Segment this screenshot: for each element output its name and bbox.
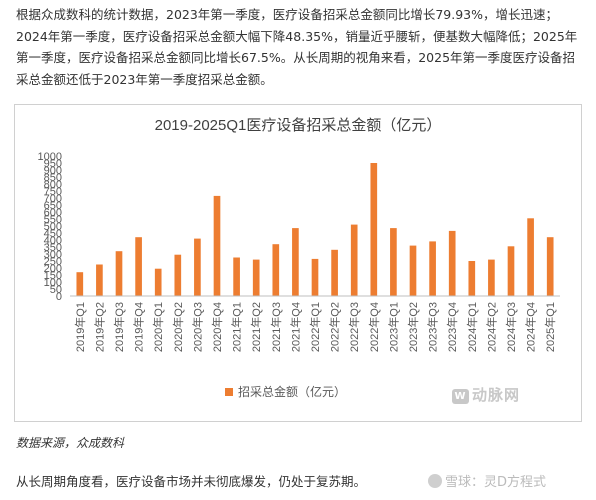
y-tick-label: 200 bbox=[44, 263, 62, 275]
y-tick-label: 550 bbox=[44, 214, 62, 226]
x-tick-label: 2024年Q2 bbox=[484, 302, 498, 352]
bar bbox=[292, 228, 299, 296]
x-tick-label: 2022年Q4 bbox=[367, 302, 381, 352]
y-tick-label: 450 bbox=[44, 228, 62, 240]
x-tick-label: 2019年Q2 bbox=[92, 302, 106, 352]
bar bbox=[507, 246, 515, 296]
y-tick-label: 250 bbox=[44, 256, 62, 268]
x-tick-label: 2020年Q4 bbox=[210, 302, 224, 352]
x-tick-label: 2023年Q4 bbox=[445, 302, 459, 352]
bar-chart: 2019-2025Q1医疗设备招采总金额（亿元） 050100150200250… bbox=[38, 117, 560, 399]
bar bbox=[527, 218, 534, 296]
watermark-xueqiu: 雪球：灵D方程式 bbox=[428, 471, 546, 490]
x-tick-label: 2021年Q1 bbox=[230, 302, 244, 352]
y-tick-label: 600 bbox=[44, 207, 62, 219]
watermark-xueqiu-text: 雪球：灵D方程式 bbox=[445, 475, 547, 490]
x-tick-label: 2025年Q1 bbox=[543, 302, 557, 352]
legend: 招采总金额（亿元） bbox=[225, 384, 346, 399]
watermark-badge-icon: W bbox=[452, 389, 469, 404]
y-tick-label: 900 bbox=[44, 165, 62, 177]
x-tick-label: 2023年Q1 bbox=[386, 302, 400, 352]
x-tick-label: 2019年Q3 bbox=[112, 302, 126, 352]
x-axis: 2019年Q1 2019年Q2 2019年Q3 2019年Q4 2020年Q1 2020年… bbox=[70, 295, 560, 352]
y-tick-label: 300 bbox=[44, 249, 62, 261]
bar bbox=[252, 259, 260, 296]
x-tick-label: 2019年Q4 bbox=[132, 302, 146, 352]
bar bbox=[96, 264, 103, 296]
x-tick-label: 2024年Q1 bbox=[465, 302, 479, 352]
bar bbox=[194, 238, 201, 296]
x-tick-label: 2023年Q3 bbox=[426, 302, 440, 352]
y-tick-label: 400 bbox=[44, 235, 62, 247]
y-tick-label: 800 bbox=[44, 179, 62, 191]
data-source: 数据来源，众成数科 bbox=[16, 436, 125, 450]
bar bbox=[468, 261, 476, 296]
watermark-dongmai: W 动脉网 bbox=[452, 384, 520, 405]
y-tick-label: 750 bbox=[44, 186, 62, 198]
x-tick-label: 2021年Q4 bbox=[288, 302, 302, 352]
bar bbox=[448, 230, 456, 296]
bar bbox=[233, 257, 240, 296]
bar bbox=[272, 244, 280, 296]
bar bbox=[409, 245, 417, 296]
legend-label: 招采总金额（亿元） bbox=[238, 384, 346, 399]
bar bbox=[311, 258, 319, 296]
x-tick-label: 2020年Q3 bbox=[190, 302, 204, 352]
bar bbox=[350, 224, 358, 296]
y-tick-label: 50 bbox=[50, 284, 62, 296]
y-tick-label: 500 bbox=[44, 221, 62, 233]
x-tick-label: 2020年Q1 bbox=[151, 302, 165, 352]
bar bbox=[76, 272, 84, 296]
y-tick-label: 1000 bbox=[38, 151, 62, 163]
y-tick-label: 950 bbox=[44, 158, 62, 170]
bar bbox=[546, 237, 554, 296]
x-tick-label: 2022年Q1 bbox=[308, 302, 322, 352]
bar bbox=[135, 237, 142, 296]
bar bbox=[115, 251, 123, 296]
x-tick-label: 2022年Q3 bbox=[347, 302, 361, 352]
closing-paragraph: 从长周期角度看，医疗设备市场并未彻底爆发，仍处于复苏期。 bbox=[16, 474, 367, 489]
x-tick-label: 2022年Q2 bbox=[328, 302, 342, 352]
y-tick-label: 150 bbox=[44, 270, 62, 282]
x-tick-label: 2020年Q2 bbox=[171, 302, 185, 352]
chart-title: 2019-2025Q1医疗设备招采总金额（亿元） bbox=[155, 117, 442, 134]
bars bbox=[76, 163, 554, 296]
snowball-icon bbox=[428, 474, 442, 488]
bar bbox=[370, 163, 378, 296]
x-tick-label: 2019年Q1 bbox=[73, 302, 87, 352]
y-tick-label: 650 bbox=[44, 200, 62, 212]
bar bbox=[174, 254, 182, 296]
bar bbox=[331, 249, 338, 296]
bar bbox=[488, 259, 495, 296]
y-tick-label: 700 bbox=[44, 193, 62, 205]
x-tick-label: 2021年Q2 bbox=[249, 302, 263, 352]
x-tick-label: 2023年Q2 bbox=[406, 302, 420, 352]
x-tick-label: 2024年Q3 bbox=[504, 302, 518, 352]
bar bbox=[390, 228, 397, 296]
intro-paragraph: 根据众成数科的统计数据，2023年第一季度，医疗设备招采总金额同比增长79.93… bbox=[16, 7, 578, 87]
y-tick-label: 0 bbox=[56, 291, 62, 303]
chart-frame: 2019-2025Q1医疗设备招采总金额（亿元） 0 50 100 150 200 250… bbox=[14, 104, 582, 422]
y-tick-label: 100 bbox=[44, 277, 62, 289]
x-tick-label: 2024年Q4 bbox=[524, 302, 538, 352]
y-axis: 0501001502002503003504004505005506006507… bbox=[38, 151, 62, 303]
bar bbox=[213, 195, 221, 296]
y-tick-label: 350 bbox=[44, 242, 62, 254]
watermark-dongmai-text: 动脉网 bbox=[472, 386, 521, 404]
y-tick-label: 850 bbox=[44, 172, 62, 184]
bar bbox=[429, 241, 436, 296]
bar bbox=[154, 268, 162, 296]
x-tick-label: 2021年Q3 bbox=[269, 302, 283, 352]
legend-swatch bbox=[225, 388, 233, 396]
